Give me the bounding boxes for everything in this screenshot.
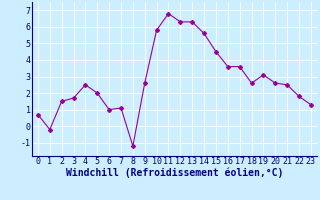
X-axis label: Windchill (Refroidissement éolien,°C): Windchill (Refroidissement éolien,°C) [66,168,283,178]
